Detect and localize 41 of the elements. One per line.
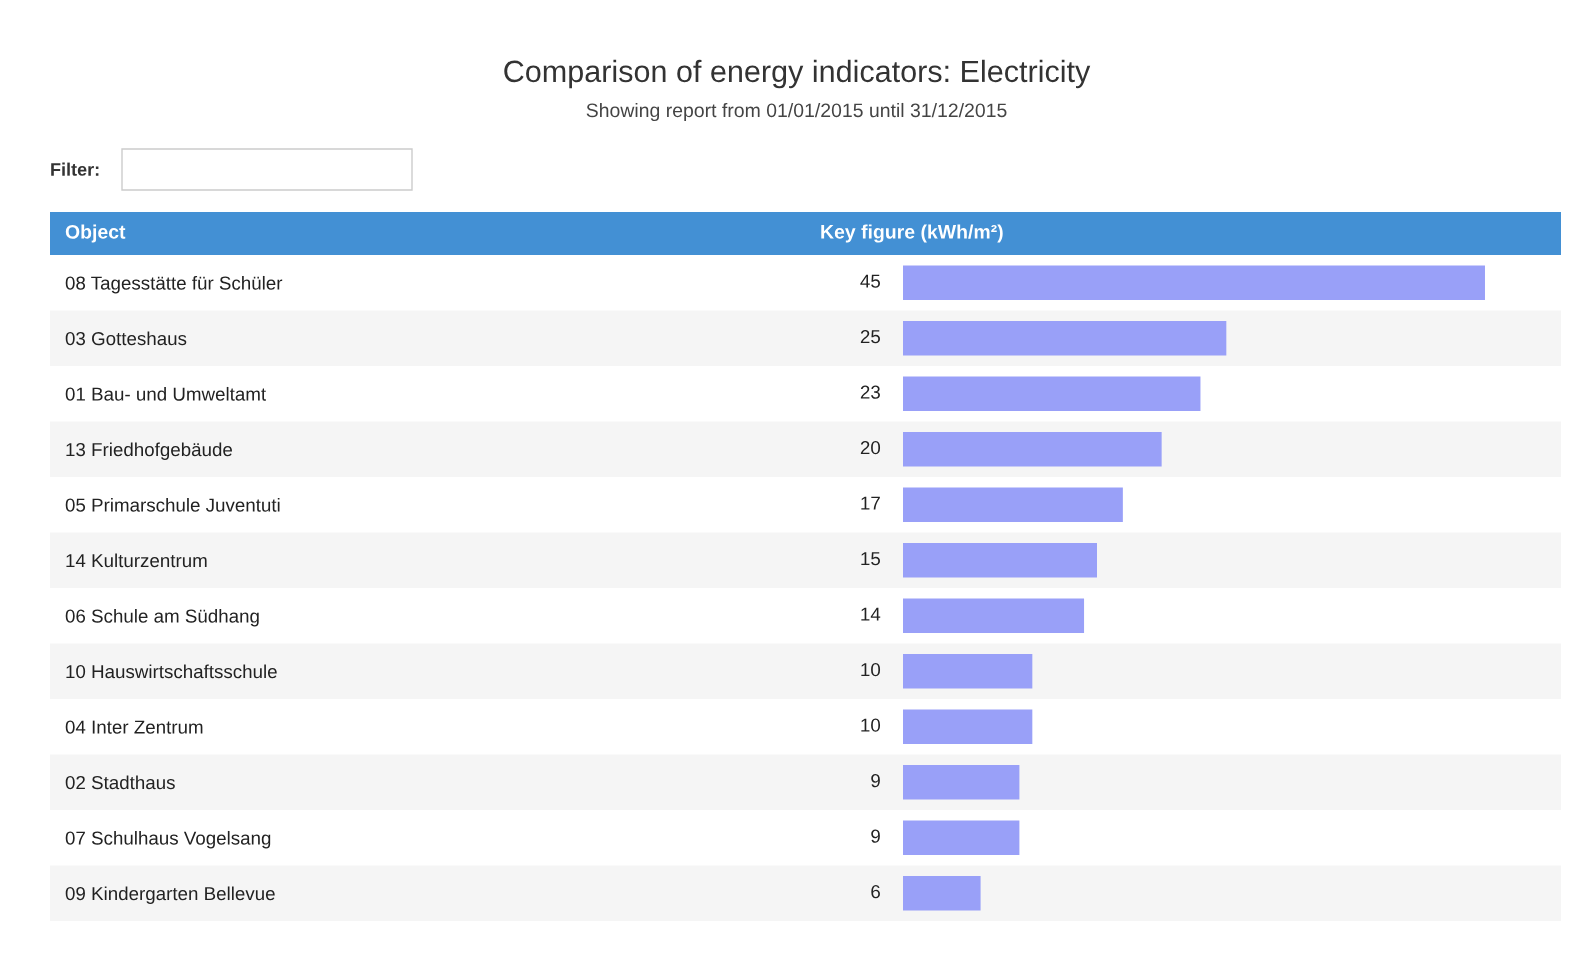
- data-label: 17: [861, 496, 880, 510]
- data-label: 25: [860, 330, 880, 344]
- text: Filter:: [51, 162, 99, 176]
- bar: [903, 487, 1123, 522]
- bar: [903, 820, 1020, 855]
- y-tick-label: 05 Primarschule Juventuti: [65, 497, 280, 512]
- y-tick-label: 08 Tagesstätte für Schüler: [65, 275, 283, 294]
- data-label: 10: [861, 663, 881, 677]
- bar: [903, 321, 1227, 356]
- y-tick-label: 06 Schule am Südhang: [65, 608, 259, 627]
- x-axis-title: Key figure (kWh/m²): [821, 224, 1003, 243]
- bar: [903, 376, 1201, 411]
- bar: [903, 765, 1020, 800]
- data-label: 14: [861, 607, 881, 621]
- y-tick-label: 01 Bau- und Umweltamt: [65, 386, 266, 401]
- y-tick-label: 07 Schulhaus Vogelsang: [65, 830, 271, 849]
- data-label: 23: [860, 385, 880, 399]
- data-label: 15: [861, 552, 880, 566]
- bar: [903, 709, 1033, 744]
- chart-subtitle: Showing report from 01/01/2015 until 31/12/2015: [586, 102, 1007, 122]
- data-label: 45: [860, 274, 880, 288]
- y-tick-label: 03 Gotteshaus: [65, 331, 187, 346]
- data-label: 9: [871, 829, 880, 843]
- bar: [903, 876, 981, 911]
- y-tick-label: 13 Friedhofgebäude: [66, 442, 233, 460]
- bar: [903, 432, 1162, 467]
- y-tick-label: 10 Hauswirtschaftsschule: [66, 664, 277, 679]
- y-axis-title: Object: [65, 224, 126, 243]
- data-label: 20: [860, 441, 881, 455]
- y-tick-label: 04 Inter Zentrum: [65, 720, 203, 734]
- bar: [903, 598, 1085, 633]
- y-tick-label: 02 Stadthaus: [65, 775, 175, 790]
- y-tick-label: 14 Kulturzentrum: [66, 553, 207, 568]
- data-label: 6: [871, 885, 880, 899]
- bar: [903, 654, 1033, 689]
- bar: [903, 265, 1485, 300]
- data-label: 9: [871, 774, 880, 788]
- chart-title: Comparison of energy indicators: Electricity: [504, 59, 1091, 89]
- y-tick-label: 09 Kindergarten Bellevue: [65, 886, 275, 904]
- data-label: 10: [861, 718, 881, 732]
- bar: [903, 543, 1097, 578]
